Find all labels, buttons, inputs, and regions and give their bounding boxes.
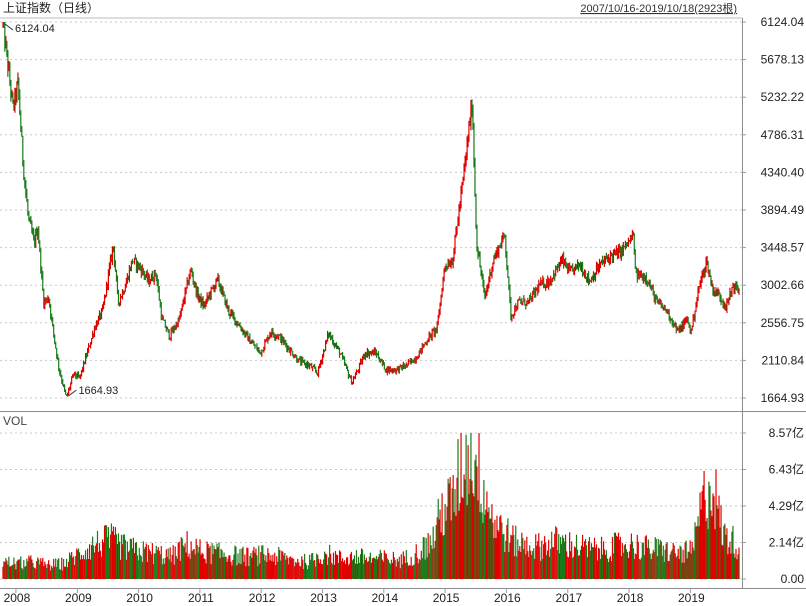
volume-y-axis: 8.57亿 6.43亿 4.29亿 2.14亿 0.00 xyxy=(742,425,804,586)
price-series xyxy=(2,22,740,397)
price-tick-label: 6124.04 xyxy=(761,15,805,29)
x-tick-label: 2018 xyxy=(617,591,644,605)
x-tick-label: 2014 xyxy=(371,591,398,605)
x-tick-label: 2016 xyxy=(494,591,521,605)
volume-label: VOL xyxy=(3,414,27,428)
volume-tick-label: 6.43亿 xyxy=(769,461,804,476)
x-axis: 2008 2009 2010 2011 2012 2013 2014 2015 2016 2017… xyxy=(4,588,705,605)
price-tick-label: 1664.93 xyxy=(761,391,805,405)
price-y-axis: 6124.04 5678.13 5232.22 4786.31 4340.40 3894.… xyxy=(742,15,804,405)
price-gridlines xyxy=(0,21,742,399)
x-tick-label: 2012 xyxy=(249,591,276,605)
x-tick-label: 2008 xyxy=(4,591,31,605)
x-tick-label: 2017 xyxy=(555,591,582,605)
x-tick-label: 2011 xyxy=(188,591,214,605)
volume-tick-label: 8.57亿 xyxy=(769,425,804,440)
high-annotation-label: 6124.04 xyxy=(15,23,55,35)
x-tick-label: 2010 xyxy=(126,591,153,605)
chart-title: 上证指数（日线） xyxy=(3,0,99,15)
price-annotations: 6124.04 1664.93 xyxy=(4,23,118,397)
volume-tick-label: 2.14亿 xyxy=(769,535,804,550)
price-tick-label: 5678.13 xyxy=(761,53,805,67)
low-annotation-label: 1664.93 xyxy=(78,385,118,397)
price-tick-label: 2556.75 xyxy=(761,316,805,330)
price-tick-label: 4340.40 xyxy=(761,165,805,179)
price-tick-label: 5232.22 xyxy=(761,90,805,104)
price-tick-label: 3002.66 xyxy=(761,278,805,292)
price-tick-label: 3894.49 xyxy=(761,203,805,217)
price-tick-label: 4786.31 xyxy=(761,128,805,142)
high-annotation-arrow xyxy=(4,23,14,31)
price-tick-label: 2110.84 xyxy=(762,353,805,367)
low-annotation-arrow xyxy=(68,389,77,397)
price-tick-label: 3448.57 xyxy=(761,241,805,255)
x-tick-label: 2019 xyxy=(678,591,705,605)
x-tick-label: 2015 xyxy=(433,591,460,605)
x-tick-label: 2013 xyxy=(310,591,337,605)
x-tick-label: 2009 xyxy=(65,591,92,605)
volume-bars xyxy=(2,433,740,579)
volume-tick-label: 0.00 xyxy=(781,572,805,586)
volume-tick-label: 4.29亿 xyxy=(769,498,804,513)
date-range[interactable]: 2007/10/16-2019/10/18(2923根) xyxy=(580,1,737,15)
